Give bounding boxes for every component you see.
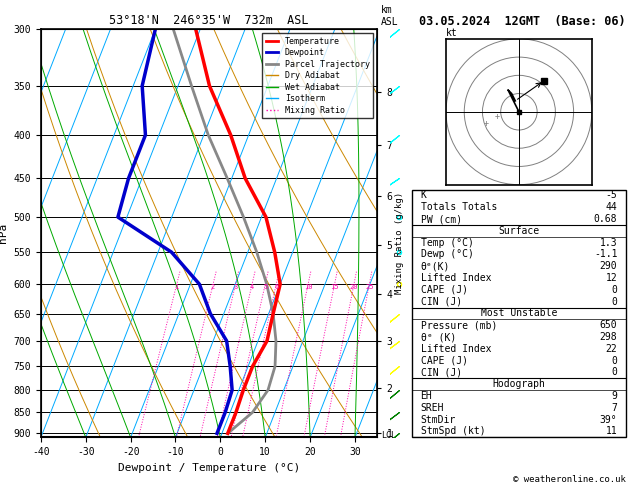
Text: Most Unstable: Most Unstable: [481, 309, 557, 318]
Text: 1.3: 1.3: [599, 238, 617, 248]
Text: 15: 15: [330, 284, 339, 290]
Text: 22: 22: [606, 344, 617, 354]
Text: SREH: SREH: [421, 403, 444, 413]
Title: 53°18'N  246°35'W  732m  ASL: 53°18'N 246°35'W 732m ASL: [109, 14, 309, 27]
Text: LCL: LCL: [381, 431, 396, 440]
Text: kt: kt: [446, 28, 458, 38]
Text: Lifted Index: Lifted Index: [421, 344, 491, 354]
Text: Mixing Ratio (g/kg): Mixing Ratio (g/kg): [395, 192, 404, 294]
Text: Pressure (mb): Pressure (mb): [421, 320, 497, 330]
Text: 1: 1: [175, 284, 179, 290]
Text: 10: 10: [304, 284, 313, 290]
Text: CAPE (J): CAPE (J): [421, 356, 467, 365]
Text: K: K: [421, 191, 426, 200]
Text: 0: 0: [611, 367, 617, 378]
Text: 44: 44: [606, 202, 617, 212]
X-axis label: Dewpoint / Temperature (°C): Dewpoint / Temperature (°C): [118, 463, 300, 473]
Text: +: +: [494, 112, 499, 121]
Text: +: +: [484, 120, 489, 128]
Text: 0.68: 0.68: [594, 214, 617, 224]
Text: 11: 11: [606, 427, 617, 436]
Text: Temp (°C): Temp (°C): [421, 238, 474, 248]
Text: Dewp (°C): Dewp (°C): [421, 249, 474, 260]
Text: 0: 0: [611, 296, 617, 307]
Text: CAPE (J): CAPE (J): [421, 285, 467, 295]
Text: 6: 6: [274, 284, 279, 290]
Legend: Temperature, Dewpoint, Parcel Trajectory, Dry Adiabat, Wet Adiabat, Isotherm, Mi: Temperature, Dewpoint, Parcel Trajectory…: [262, 34, 373, 118]
Text: 7: 7: [611, 403, 617, 413]
Text: CIN (J): CIN (J): [421, 296, 462, 307]
Text: 298: 298: [599, 332, 617, 342]
Text: 0: 0: [611, 356, 617, 365]
Text: 290: 290: [599, 261, 617, 271]
Text: © weatheronline.co.uk: © weatheronline.co.uk: [513, 474, 626, 484]
Text: 25: 25: [365, 284, 374, 290]
Text: 12: 12: [606, 273, 617, 283]
Text: θᵉ (K): θᵉ (K): [421, 332, 456, 342]
Y-axis label: hPa: hPa: [0, 223, 8, 243]
Text: -1.1: -1.1: [594, 249, 617, 260]
Text: km
ASL: km ASL: [381, 5, 398, 27]
Text: EH: EH: [421, 391, 432, 401]
Text: 3: 3: [233, 284, 238, 290]
Text: 4: 4: [250, 284, 254, 290]
Text: 39°: 39°: [599, 415, 617, 425]
Text: Surface: Surface: [498, 226, 540, 236]
Text: θᵉ(K): θᵉ(K): [421, 261, 450, 271]
Text: PW (cm): PW (cm): [421, 214, 462, 224]
Text: 650: 650: [599, 320, 617, 330]
Text: StmSpd (kt): StmSpd (kt): [421, 427, 485, 436]
Text: 9: 9: [611, 391, 617, 401]
Text: 0: 0: [611, 285, 617, 295]
Text: 20: 20: [350, 284, 358, 290]
Text: 5: 5: [263, 284, 267, 290]
Text: Lifted Index: Lifted Index: [421, 273, 491, 283]
Text: CIN (J): CIN (J): [421, 367, 462, 378]
Text: Hodograph: Hodograph: [493, 379, 545, 389]
Text: -5: -5: [606, 191, 617, 200]
Text: StmDir: StmDir: [421, 415, 456, 425]
Text: 2: 2: [211, 284, 215, 290]
Text: 03.05.2024  12GMT  (Base: 06): 03.05.2024 12GMT (Base: 06): [420, 15, 626, 28]
Text: Totals Totals: Totals Totals: [421, 202, 497, 212]
